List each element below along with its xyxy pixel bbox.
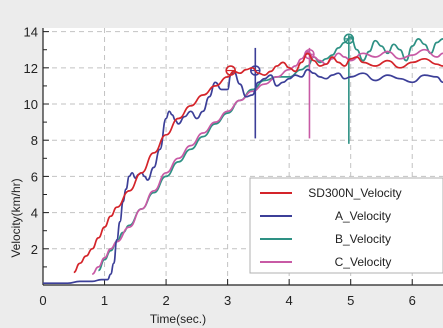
x-tick-label: 5 [347,293,354,308]
series-layer [43,33,443,285]
legend-label: SD300N_Velocity [308,186,401,200]
x-tick-label: 1 [101,293,108,308]
legend-label: A_Velocity [335,209,391,223]
x-axis-title: Time(sec.) [150,312,206,326]
x-tick-label: 3 [224,293,231,308]
x-tick-label: 4 [286,293,293,308]
x-tick-label: 2 [162,293,169,308]
a-velocity-line [43,68,443,285]
y-tick-label: 6 [31,169,38,184]
y-tick-label: 4 [31,206,38,221]
c-velocity-line [91,48,443,275]
y-tick-label: 12 [24,61,38,76]
y-tick-label: 10 [24,97,38,112]
y-axis-title: Velocity(km/hr) [9,178,23,257]
y-tick-label: 14 [24,25,38,40]
y-tick-label: 2 [31,242,38,257]
legend-label: B_Velocity [335,232,391,246]
x-tick-label: 0 [39,293,46,308]
sd300n-velocity-line [73,52,443,274]
x-tick-label: 6 [409,293,416,308]
legend: SD300N_Velocity A_Velocity B_Velocity C_Vel… [249,177,443,274]
legend-label: C_Velocity [335,255,392,269]
y-tick-label: 8 [31,133,38,148]
axes [42,28,443,286]
